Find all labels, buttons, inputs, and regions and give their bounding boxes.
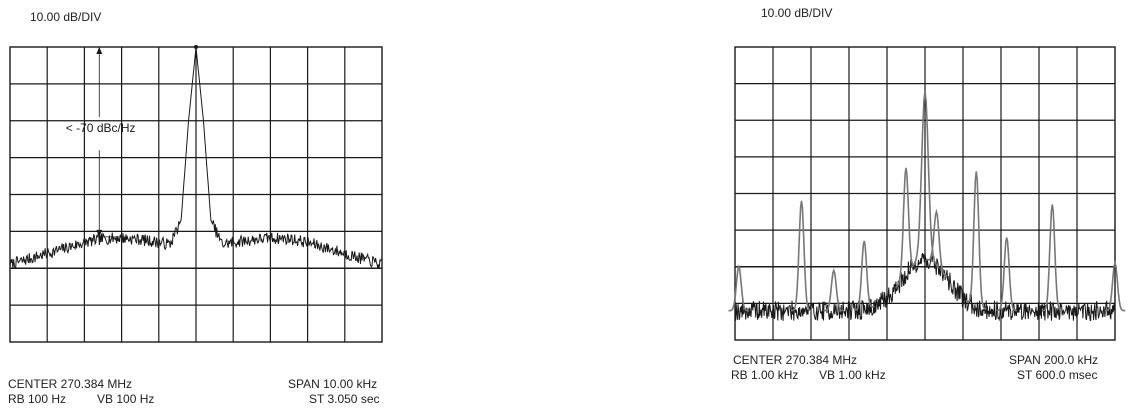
video-bandwidth: VB 100 Hz bbox=[97, 392, 155, 406]
dbc-annotation: < -70 dBc/Hz bbox=[66, 121, 136, 135]
center-frequency: CENTER 270.384 MHz bbox=[8, 377, 133, 391]
spectral-line bbox=[965, 171, 987, 311]
right-spectrum-panel: 10.00 dB/DIV CENTER 270.384 MHz RB 1.00 … bbox=[720, 0, 1133, 411]
spectral-line bbox=[1041, 204, 1063, 312]
frequency-span: SPAN 200.0 kHz bbox=[1009, 353, 1099, 367]
center-frequency: CENTER 270.384 MHz bbox=[733, 353, 858, 367]
sweep-time: ST 3.050 sec bbox=[309, 392, 380, 406]
sweep-time: ST 600.0 msec bbox=[1017, 368, 1098, 382]
spectrum-trace bbox=[734, 252, 1116, 322]
spectral-line bbox=[910, 90, 940, 269]
scale-label: 10.00 dB/DIV bbox=[761, 6, 833, 20]
video-bandwidth: VB 1.00 kHz bbox=[819, 368, 886, 382]
left-spectrum-chart: < -70 dBc/Hz bbox=[9, 45, 383, 343]
resolution-bandwidth: RB 100 Hz bbox=[8, 392, 67, 406]
left-spectrum-panel: 10.00 dB/DIV < -70 dBc/Hz CENTER 270.384… bbox=[0, 0, 420, 411]
arrowhead-down-icon bbox=[96, 229, 103, 237]
spectral-line bbox=[1104, 260, 1126, 312]
spectral-line bbox=[996, 237, 1018, 312]
arrowhead-up-icon bbox=[96, 47, 103, 54]
resolution-bandwidth: RB 1.00 kHz bbox=[731, 368, 799, 382]
spectral-line bbox=[791, 200, 812, 312]
spectral-line bbox=[853, 240, 875, 312]
spectral-line bbox=[728, 264, 750, 312]
scale-label: 10.00 dB/DIV bbox=[30, 10, 102, 24]
right-spectrum-chart bbox=[728, 46, 1126, 341]
spectral-line bbox=[895, 167, 917, 289]
spectral-line bbox=[823, 268, 845, 312]
spectral-line bbox=[926, 208, 948, 279]
frequency-span: SPAN 10.00 kHz bbox=[288, 377, 378, 391]
